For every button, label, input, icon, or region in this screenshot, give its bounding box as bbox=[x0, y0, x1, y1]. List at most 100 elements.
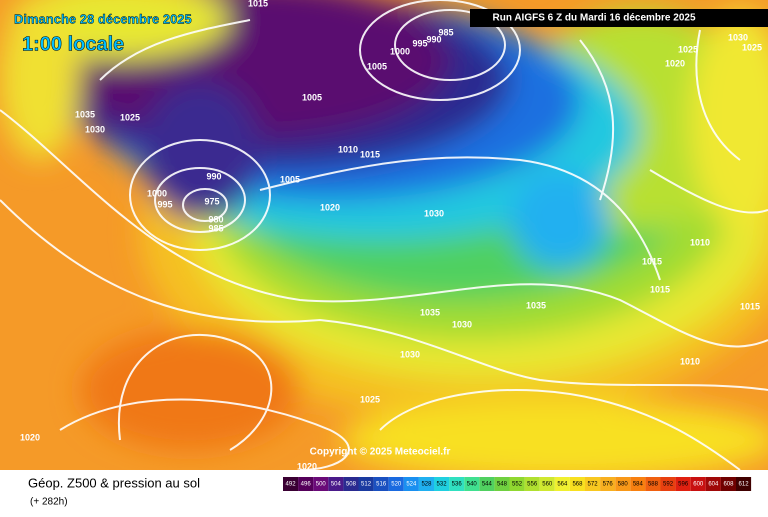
legend-label: 512 bbox=[361, 482, 372, 488]
legend-label: 596 bbox=[678, 482, 689, 488]
isobar-label: 975 bbox=[204, 196, 219, 206]
legend-label: 588 bbox=[648, 482, 659, 488]
legend-swatch bbox=[615, 477, 631, 491]
legend-swatch bbox=[736, 477, 752, 491]
isobar-label: 1015 bbox=[650, 284, 670, 294]
legend-label: 528 bbox=[421, 482, 432, 488]
forecast-time: 1:00 locale bbox=[22, 33, 124, 55]
legend-label: 520 bbox=[391, 482, 402, 488]
isobar-label: 1015 bbox=[740, 301, 760, 311]
footer-lead: (+ 282h) bbox=[30, 497, 68, 508]
isobar-label: 1030 bbox=[85, 124, 105, 134]
isobar-label: 1015 bbox=[642, 256, 662, 266]
isobar-label: 1025 bbox=[678, 44, 698, 54]
legend-swatch bbox=[675, 477, 691, 491]
run-banner bbox=[470, 9, 768, 27]
legend-swatch bbox=[403, 477, 419, 491]
legend-swatch bbox=[645, 477, 661, 491]
isobar-label: 1020 bbox=[20, 432, 40, 442]
isobar-label: 1010 bbox=[338, 144, 358, 154]
legend-swatch bbox=[569, 477, 585, 491]
legend-label: 564 bbox=[557, 482, 568, 488]
legend-swatch bbox=[705, 477, 721, 491]
legend-label: 524 bbox=[406, 482, 417, 488]
legend-swatch bbox=[600, 477, 616, 491]
isobar-label: 1005 bbox=[302, 92, 322, 102]
legend-swatch bbox=[434, 477, 450, 491]
isobar-label: 1020 bbox=[320, 202, 340, 212]
legend-label: 580 bbox=[618, 482, 629, 488]
isobar-label: 990 bbox=[206, 171, 221, 181]
legend-swatch bbox=[449, 477, 465, 491]
isobars bbox=[0, 0, 768, 451]
legend-swatch bbox=[539, 477, 555, 491]
isobar-label: 1035 bbox=[420, 307, 440, 317]
isobar-label: 1035 bbox=[75, 109, 95, 119]
legend-swatch bbox=[464, 477, 480, 491]
legend-label: 548 bbox=[497, 482, 508, 488]
footer-title: Géop. Z500 & pression au sol bbox=[28, 475, 200, 490]
legend-label: 576 bbox=[603, 482, 614, 488]
legend-swatch bbox=[720, 477, 736, 491]
legend-label: 500 bbox=[316, 482, 327, 488]
isobar-label: 1025 bbox=[120, 112, 140, 122]
legend-label: 560 bbox=[542, 482, 553, 488]
legend-label: 556 bbox=[527, 482, 538, 488]
isobar-label: 1005 bbox=[367, 61, 387, 71]
legend-swatch bbox=[660, 477, 676, 491]
legend-label: 540 bbox=[467, 482, 478, 488]
legend-label: 612 bbox=[739, 482, 750, 488]
isobar-label: 1010 bbox=[690, 237, 710, 247]
isobar-label: 1000 bbox=[147, 188, 167, 198]
isobar-label: 980 bbox=[208, 214, 223, 224]
legend-label: 492 bbox=[286, 482, 297, 488]
legend-swatch bbox=[524, 477, 540, 491]
isobar-label: 1005 bbox=[280, 174, 300, 184]
legend-label: 572 bbox=[588, 482, 599, 488]
legend-label: 544 bbox=[482, 482, 493, 488]
isobar-label: 985 bbox=[438, 27, 453, 37]
legend-label: 516 bbox=[376, 482, 387, 488]
legend-swatch bbox=[418, 477, 434, 491]
run-info: Run AIGFS 6 Z du Mardi 16 décembre 2025 bbox=[492, 13, 695, 24]
forecast-date: Dimanche 28 décembre 2025 bbox=[14, 11, 192, 26]
legend-label: 536 bbox=[452, 482, 463, 488]
legend-label: 508 bbox=[346, 482, 357, 488]
isobar-label: 1035 bbox=[526, 300, 546, 310]
legend-swatch bbox=[494, 477, 510, 491]
isobar-label: 1025 bbox=[742, 42, 762, 52]
legend-label: 608 bbox=[723, 482, 734, 488]
legend-swatch bbox=[343, 477, 359, 491]
isobar-label: 1030 bbox=[400, 349, 420, 359]
isobar-label: 985 bbox=[208, 223, 223, 233]
legend-swatch bbox=[630, 477, 646, 491]
isobar-label: 1030 bbox=[424, 208, 444, 218]
legend-swatch bbox=[358, 477, 374, 491]
legend-swatch bbox=[690, 477, 706, 491]
legend-swatch bbox=[585, 477, 601, 491]
legend-swatch bbox=[554, 477, 570, 491]
isobar-label: 995 bbox=[412, 38, 427, 48]
isobar-label: 990 bbox=[426, 34, 441, 44]
isobar-label: 1025 bbox=[360, 394, 380, 404]
isobar-label: 1015 bbox=[248, 0, 268, 8]
legend-label: 504 bbox=[331, 482, 342, 488]
legend-label: 568 bbox=[572, 482, 583, 488]
copyright: Copyright © 2025 Meteociel.fr bbox=[310, 447, 451, 458]
isobar-label: 1010 bbox=[680, 356, 700, 366]
legend-swatch bbox=[328, 477, 344, 491]
legend-label: 552 bbox=[512, 482, 523, 488]
isobar-label: 1020 bbox=[297, 461, 317, 471]
legend-swatch bbox=[388, 477, 404, 491]
legend-swatch bbox=[509, 477, 525, 491]
legend-label: 604 bbox=[708, 482, 719, 488]
isobar-label: 1000 bbox=[390, 46, 410, 56]
legend-swatch bbox=[373, 477, 389, 491]
isobar-label: 1030 bbox=[728, 32, 748, 42]
legend-swatch bbox=[283, 477, 299, 491]
isobar-label: 995 bbox=[157, 199, 172, 209]
legend-swatch bbox=[298, 477, 314, 491]
isobar-label: 1020 bbox=[665, 58, 685, 68]
isobar-label: 1015 bbox=[360, 149, 380, 159]
